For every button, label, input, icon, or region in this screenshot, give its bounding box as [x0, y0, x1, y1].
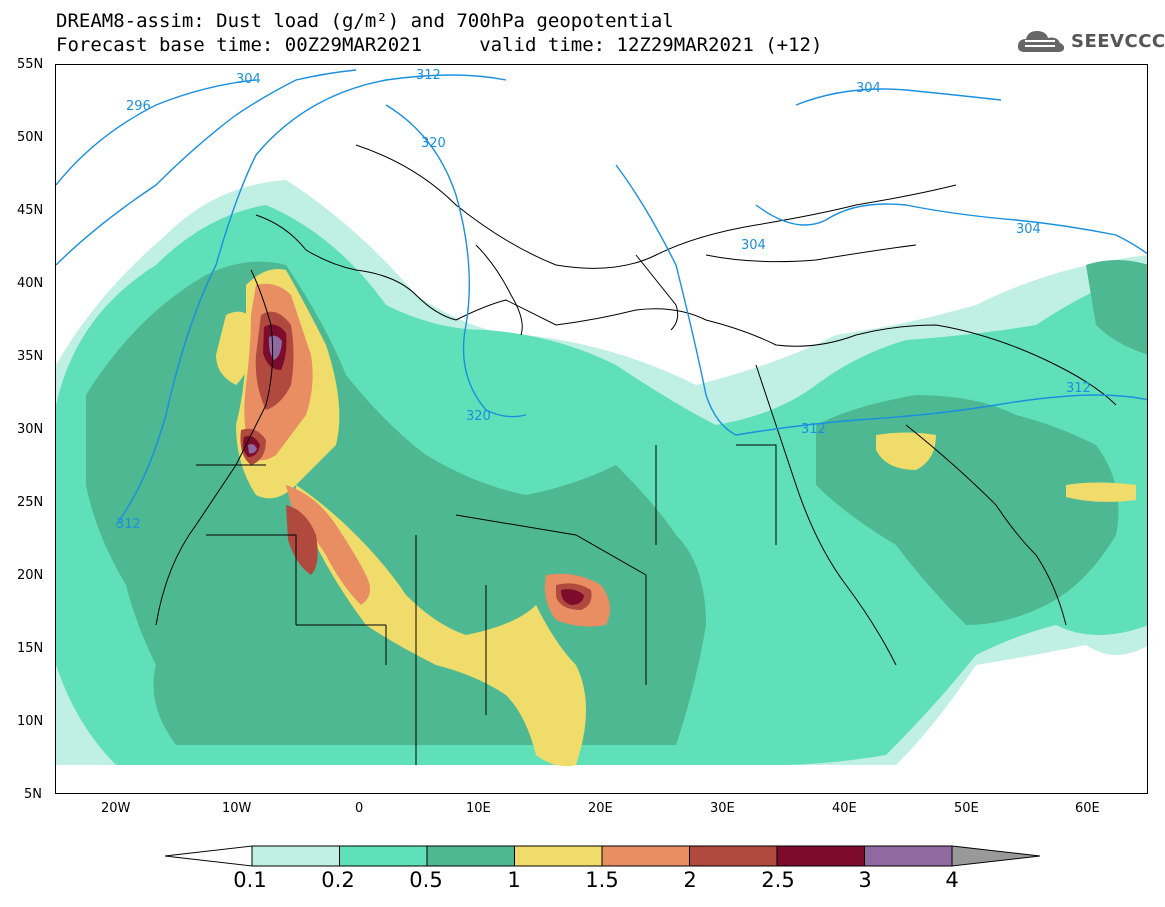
colorbar-box	[251, 845, 340, 867]
dust-band-1	[216, 269, 1136, 767]
colorbar-box	[689, 845, 778, 867]
colorbar-label-0.2: 0.2	[321, 868, 355, 892]
contour-label: 304	[741, 238, 766, 253]
contour-304-north	[795, 88, 1002, 106]
colorbar-label-0.1: 0.1	[233, 868, 267, 892]
contour-label: 320	[421, 136, 446, 151]
cloud-icon	[1017, 31, 1065, 52]
contour-label: 312	[1066, 381, 1091, 396]
geopotential-contours	[56, 69, 1147, 526]
lat-label-55n: 55N	[17, 57, 44, 72]
dust-band-3	[248, 335, 282, 454]
contour-label: 304	[1016, 222, 1041, 237]
lat-label-15n: 15N	[17, 641, 44, 656]
contour-label: 304	[236, 72, 261, 87]
contour-296	[56, 79, 257, 186]
lon-label-50e: 50E	[954, 801, 979, 816]
colorbar-label-1: 1	[507, 868, 521, 892]
lat-label-20n: 20N	[17, 568, 44, 583]
colorbar-boxes	[251, 845, 953, 867]
seevccc-logo: SEEVCCC	[1015, 26, 1165, 56]
colorbar-under-triangle	[164, 845, 253, 867]
contour-label: 312	[416, 68, 441, 83]
lon-label-40e: 40E	[832, 801, 857, 816]
dust-band-1.5	[244, 283, 611, 627]
colorbar-label-2.5: 2.5	[761, 868, 795, 892]
lon-label-20e: 20E	[588, 801, 613, 816]
contour-label: 296	[126, 99, 151, 114]
lat-label-5n: 5N	[24, 787, 42, 802]
contour-label: 312	[116, 517, 141, 532]
lon-label-30e: 30E	[710, 801, 735, 816]
colorbar-box	[426, 845, 515, 867]
lat-label-45n: 45N	[17, 203, 44, 218]
contour-312-west	[115, 74, 507, 526]
colorbar-label-3: 3	[858, 868, 872, 892]
colorbar-label-1.5: 1.5	[585, 868, 619, 892]
colorbar-box	[339, 845, 428, 867]
title-line-1: DREAM8-assim: Dust load (g/m²) and 700hP…	[56, 10, 674, 32]
logo-text: SEEVCCC	[1071, 30, 1165, 52]
contour-320	[385, 104, 527, 418]
colorbar-box	[514, 845, 603, 867]
contour-label: 320	[466, 409, 491, 424]
contour-label: 312	[801, 422, 826, 437]
lat-label-35n: 35N	[17, 349, 44, 364]
lat-label-40n: 40N	[17, 276, 44, 291]
lon-label-0: 0	[355, 801, 364, 816]
colorbar-box	[864, 845, 953, 867]
colorbar-box	[776, 845, 865, 867]
colorbar-label-2: 2	[683, 868, 697, 892]
lon-label-10w: 10W	[222, 801, 252, 816]
title-line-2: Forecast base time: 00Z29MAR2021 valid t…	[56, 34, 823, 56]
lon-label-10e: 10E	[466, 801, 491, 816]
lon-label-60e: 60E	[1075, 801, 1100, 816]
contour-label: 304	[856, 81, 881, 96]
contour-304-east	[755, 203, 1147, 255]
lat-label-50n: 50N	[17, 130, 44, 145]
colorbar-box	[601, 845, 690, 867]
lat-label-30n: 30N	[17, 422, 44, 437]
dust-band-0.5	[86, 260, 1147, 745]
contour-312-east	[615, 164, 1147, 436]
colorbar-over-triangle	[951, 845, 1041, 867]
contour-304-west	[56, 69, 357, 266]
lon-label-20w: 20W	[101, 801, 131, 816]
contour-labels: 296 304 312 320 304 304 304 312 320 312 …	[116, 68, 1091, 532]
dust-map: 296 304 312 320 304 304 304 312 320 312 …	[56, 65, 1147, 793]
colorbar-label-4: 4	[945, 868, 959, 892]
coastlines	[155, 144, 1117, 765]
colorbar-label-0.5: 0.5	[409, 868, 443, 892]
lat-label-25n: 25N	[17, 495, 44, 510]
map-panel: 296 304 312 320 304 304 304 312 320 312 …	[55, 64, 1148, 794]
lat-label-10n: 10N	[17, 714, 44, 729]
